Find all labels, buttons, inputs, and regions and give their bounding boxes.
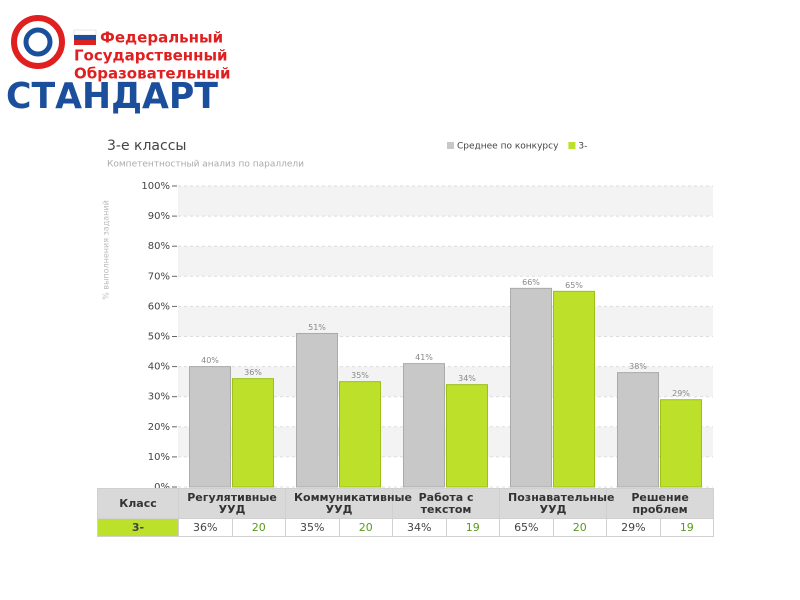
value-label: 66% — [522, 278, 540, 287]
legend-label: 3- — [578, 142, 587, 152]
grid-band — [178, 306, 713, 337]
logo-emblem-inner — [23, 27, 53, 57]
bar — [617, 372, 659, 488]
table-cell: 35% — [285, 518, 340, 537]
bar — [189, 366, 231, 488]
y-tick-label: 90% — [148, 211, 170, 222]
table-cell: 34% — [392, 518, 447, 537]
grid-band — [178, 246, 713, 277]
y-tick-label: 20% — [148, 422, 170, 433]
legend-swatch — [568, 142, 576, 149]
chart-title: 3-е классы — [107, 138, 186, 154]
value-label: 36% — [244, 368, 262, 377]
flag-blue — [74, 35, 96, 40]
y-tick-label: 30% — [148, 392, 170, 403]
table-header-row: Класс Регулятивные УУД Коммуникативные УУД… — [97, 488, 715, 519]
value-label: 65% — [565, 281, 583, 290]
value-label: 34% — [458, 374, 476, 383]
logo-emblem — [11, 15, 65, 69]
logo: Федеральный Государственный Образователь… — [6, 15, 231, 117]
bar — [339, 381, 381, 488]
logo-word: СТАНДАРТ — [6, 76, 218, 117]
table-cell: 20 — [231, 518, 287, 537]
table-cell: 19 — [445, 518, 501, 537]
y-tick-label: 70% — [148, 271, 170, 282]
data-table: Класс Регулятивные УУД Коммуникативные УУД… — [97, 488, 715, 537]
chart-subtitle: Компетентностный анализ по параллели — [107, 160, 304, 170]
table-cell: 20 — [552, 518, 608, 537]
logo-line: Образовательный — [74, 65, 231, 83]
y-tick-label: 10% — [148, 452, 170, 463]
table-cell: 29% — [606, 518, 661, 537]
table-header-cell: Класс — [97, 488, 179, 519]
table-header-cell: Регулятивные УУД — [177, 488, 287, 519]
table-cell: 36% — [178, 518, 233, 537]
bar — [232, 378, 274, 488]
legend-label: Среднее по конкурсу — [457, 142, 559, 152]
table-cell: 20 — [338, 518, 394, 537]
y-axis-label: % выполнения заданий — [102, 200, 111, 300]
bar — [296, 332, 338, 488]
y-tick-label: 100% — [141, 181, 170, 192]
table-cell: 19 — [659, 518, 715, 537]
value-label: 41% — [415, 353, 433, 362]
flag-white — [73, 29, 97, 36]
grid-band — [178, 186, 713, 217]
table-row: 3- 36% 20 35% 20 34% 19 65% 20 29% 19 — [97, 518, 715, 537]
y-tick-label: 40% — [148, 362, 170, 373]
y-tick-label: 50% — [148, 332, 170, 343]
table-header-cell: Познавательные УУД — [499, 488, 614, 519]
logo-line: Государственный — [74, 47, 228, 65]
table-cell: 3- — [97, 518, 179, 537]
y-tick-label: 60% — [148, 301, 170, 312]
value-label: 29% — [672, 389, 690, 398]
value-label: 35% — [351, 371, 369, 380]
y-tick-label: 80% — [148, 241, 170, 252]
table-header-cell: Решение проблем — [606, 488, 715, 519]
bar — [510, 287, 552, 488]
legend-swatch — [447, 142, 454, 149]
table-header-cell: Коммуникативные УУД — [285, 488, 412, 519]
bar — [660, 399, 702, 488]
logo-line: Федеральный — [100, 29, 223, 47]
value-label: 40% — [201, 356, 219, 365]
value-label: 51% — [308, 323, 326, 332]
y-tick-label: 0% — [154, 482, 170, 493]
bar — [403, 363, 445, 488]
table-cell: 65% — [499, 518, 554, 537]
value-label: 38% — [629, 362, 647, 371]
bar — [446, 384, 488, 488]
flag-red — [74, 40, 96, 45]
bar — [553, 290, 595, 488]
